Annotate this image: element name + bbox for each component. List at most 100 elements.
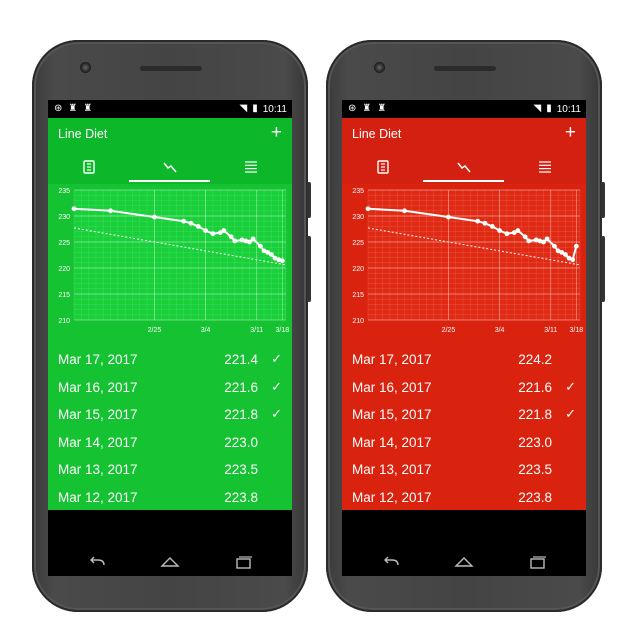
y-tick-label: 210: [352, 318, 364, 325]
data-point: [210, 231, 216, 237]
entry-date: Mar 16, 2017: [58, 379, 138, 395]
tab-chart[interactable]: [423, 152, 504, 184]
add-button[interactable]: +: [270, 122, 282, 143]
plot-area: [74, 190, 286, 320]
list-item[interactable]: Mar 16, 2017 221.6 ✓: [342, 374, 586, 402]
y-tick-label: 235: [352, 188, 364, 195]
list-item[interactable]: Mar 12, 2017 223.8: [342, 484, 586, 512]
y-tick-label: 225: [58, 240, 70, 247]
data-point: [573, 243, 579, 249]
entry-date: Mar 13, 2017: [58, 462, 138, 477]
data-point: [446, 214, 451, 220]
data-point: [541, 239, 546, 245]
entry-date: Mar 14, 2017: [352, 434, 432, 450]
person-icon: ♜: [362, 103, 372, 114]
tab-chart[interactable]: [129, 152, 210, 184]
nav-bar: [342, 548, 586, 576]
nav-bar: [48, 548, 292, 576]
x-tick-label: 3/4: [201, 327, 211, 334]
list-item[interactable]: Mar 15, 2017 221.8 ✓: [342, 401, 586, 429]
list-item[interactable]: Mar 14, 2017 223.0: [342, 429, 586, 457]
data-point: [489, 224, 495, 229]
notification-icon: ⊛: [54, 103, 63, 114]
data-point: [276, 257, 282, 263]
entry-weight: 224.2: [518, 352, 552, 367]
list-item[interactable]: Mar 13, 2017 223.5: [342, 456, 586, 484]
clock: 10:11: [262, 103, 287, 115]
tab-list[interactable]: [504, 152, 585, 184]
data-point: [526, 238, 532, 244]
data-point: [552, 243, 557, 249]
app-bar: Line Diet +: [48, 118, 292, 152]
list-item[interactable]: Mar 15, 2017 221.8 ✓: [48, 401, 292, 429]
battery-icon: ▮: [546, 103, 552, 114]
front-camera: [374, 62, 385, 73]
app-title: Line Diet: [58, 127, 108, 141]
data-point: [239, 237, 245, 243]
data-point: [243, 238, 249, 244]
data-point: [504, 231, 510, 237]
entry-weight: 223.8: [518, 489, 552, 505]
data-point: [279, 258, 285, 264]
data-point: [511, 230, 517, 236]
home-icon[interactable]: [453, 554, 475, 570]
home-icon[interactable]: [159, 554, 181, 570]
data-point: [497, 228, 502, 233]
data-point: [152, 214, 157, 220]
data-point: [108, 208, 113, 214]
list-item[interactable]: Mar 14, 2017 223.0: [48, 429, 292, 457]
add-button[interactable]: +: [564, 122, 576, 143]
list-item[interactable]: Mar 17, 2017 221.4 ✓: [48, 346, 292, 374]
y-tick-label: 215: [352, 292, 364, 299]
entry-list: Mar 17, 2017 221.4 ✓ Mar 16, 2017 221.6 ✓ Mar …: [48, 346, 292, 510]
entry-date: Mar 16, 2017: [352, 379, 432, 395]
x-tick-label: 3/11: [250, 327, 263, 334]
data-point: [555, 248, 561, 254]
y-tick-label: 230: [58, 214, 70, 221]
battery-icon: ▮: [252, 103, 258, 114]
y-tick-label: 235: [58, 188, 70, 195]
data-point: [402, 208, 407, 214]
y-tick-label: 220: [352, 266, 364, 273]
entry-date: Mar 12, 2017: [58, 489, 138, 505]
weight-chart: 235 230 225 220 215 210 2/25 3/4 3/11 3/18: [48, 184, 292, 346]
earpiece-speaker: [140, 66, 202, 71]
list-item[interactable]: Mar 17, 2017 224.2: [342, 346, 586, 374]
chart-icon: [456, 162, 471, 173]
entry-date: Mar 14, 2017: [58, 434, 138, 450]
entry-weight: 221.6: [518, 379, 552, 395]
tab-log[interactable]: [48, 152, 129, 184]
entry-weight: 223.0: [518, 434, 552, 450]
chart-svg: 235 230 225 220 215 210 2/25 3/4 3/11 3/18: [58, 188, 289, 334]
entry-weight: 223.5: [518, 462, 552, 477]
app-title: Line Diet: [352, 127, 402, 141]
weight-chart: 235 230 225 220 215 210 2/25 3/4 3/11 3/18: [342, 184, 586, 346]
y-tick-label: 215: [58, 292, 70, 299]
list-item[interactable]: Mar 13, 2017 223.5: [48, 456, 292, 484]
data-point: [566, 255, 572, 261]
status-bar: ⊛ ♜ ♜ ◥ ▮ 10:11: [342, 100, 586, 118]
front-camera: [80, 62, 91, 73]
data-point: [228, 234, 234, 240]
screen: ⊛ ♜ ♜ ◥ ▮ 10:11 Line Diet +: [342, 100, 586, 576]
entry-weight: 221.4: [224, 352, 258, 367]
power-button: [601, 182, 605, 218]
back-icon[interactable]: [380, 554, 402, 570]
list-item[interactable]: Mar 12, 2017 223.8: [48, 484, 292, 512]
recents-icon[interactable]: [232, 554, 254, 570]
entry-date: Mar 13, 2017: [352, 462, 432, 477]
check-icon: ✓: [271, 351, 282, 366]
tab-log[interactable]: [342, 152, 423, 184]
data-point: [221, 228, 227, 233]
screen: ⊛ ♜ ♜ ◥ ▮ 10:11 Line Diet +: [48, 100, 292, 576]
status-bar: ⊛ ♜ ♜ ◥ ▮ 10:11: [48, 100, 292, 118]
recents-icon[interactable]: [526, 554, 548, 570]
back-icon[interactable]: [86, 554, 108, 570]
y-tick-label: 220: [58, 266, 70, 273]
y-tick-label: 210: [58, 318, 70, 325]
entry-weight: 223.5: [224, 462, 258, 477]
data-point: [232, 238, 238, 244]
list-item[interactable]: Mar 16, 2017 221.6 ✓: [48, 374, 292, 402]
x-tick-label: 2/25: [442, 327, 456, 334]
tab-list[interactable]: [210, 152, 291, 184]
